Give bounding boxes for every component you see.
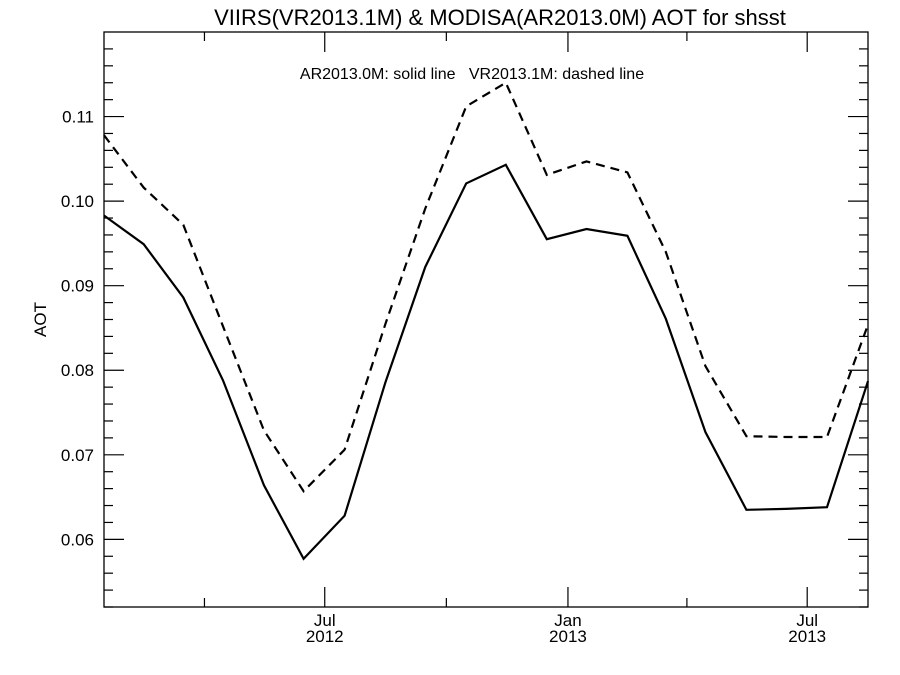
series-line-vr2013-1m (103, 81, 870, 493)
y-tick-label: 0.06 (61, 530, 94, 549)
series-group (103, 81, 870, 561)
x-tick-month-label: Jul (314, 611, 336, 630)
y-tick-label: 0.09 (61, 277, 94, 296)
y-tick-label: 0.11 (62, 108, 94, 127)
chart-title: VIIRS(VR2013.1M) & MODISA(AR2013.0M) AOT… (214, 5, 786, 30)
axis-ticks (104, 32, 868, 608)
x-tick-year-label: 2013 (549, 627, 587, 646)
axis-tick-labels: 0.060.070.080.090.100.11Jul2012Jan2013Ju… (61, 108, 826, 646)
y-tick-label: 0.07 (61, 446, 94, 465)
series-line-ar2013-0m (103, 163, 870, 561)
y-axis-label: AOT (31, 302, 50, 337)
legend-annotation: AR2013.0M: solid line VR2013.1M: dashed … (300, 66, 644, 83)
x-tick-year-label: 2013 (788, 627, 826, 646)
x-tick-year-label: 2012 (306, 627, 344, 646)
x-tick-month-label: Jul (796, 611, 818, 630)
plot-frame (103, 31, 869, 608)
y-tick-label: 0.10 (61, 192, 94, 211)
y-tick-label: 0.08 (61, 361, 94, 380)
x-tick-month-label: Jan (554, 611, 581, 630)
